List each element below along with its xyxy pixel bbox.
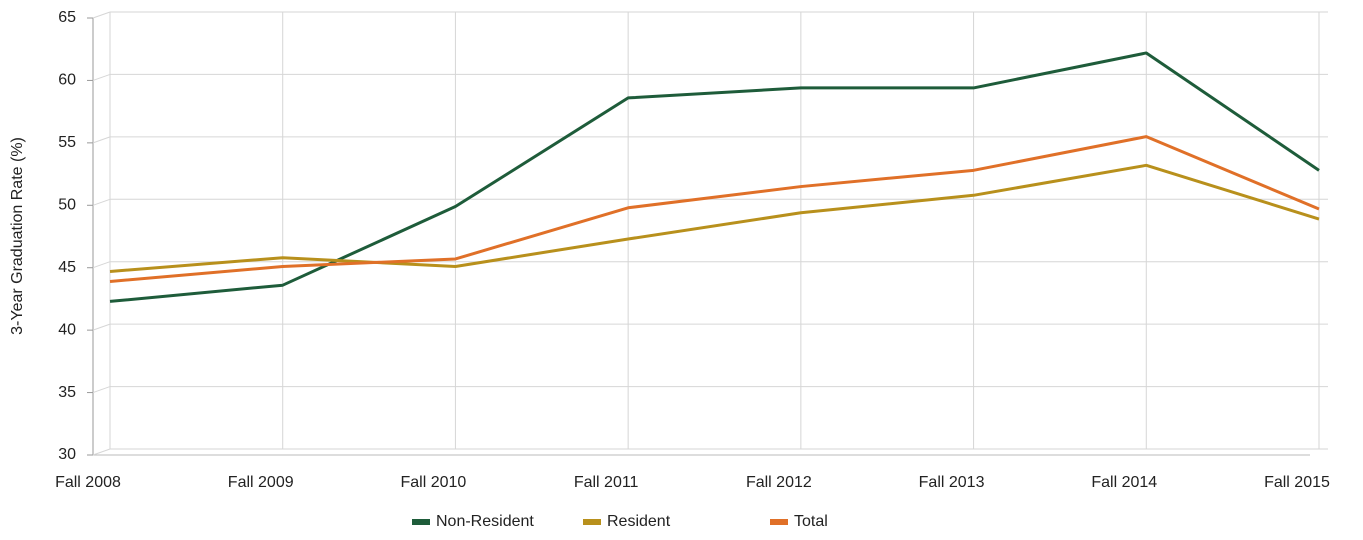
x-tick-label: Fall 2010 xyxy=(401,474,467,491)
x-tick-label: Fall 2011 xyxy=(574,474,639,491)
legend-label: Non-Resident xyxy=(436,513,534,530)
y-tick-label: 40 xyxy=(58,321,76,338)
y-tick-label: 30 xyxy=(58,446,76,463)
x-tick-label: Fall 2009 xyxy=(228,474,294,491)
x-tick-label: Fall 2012 xyxy=(746,474,812,491)
y-tick-label: 50 xyxy=(58,197,76,214)
grid-line xyxy=(92,448,111,456)
y-tick-label: 45 xyxy=(58,259,76,276)
y-axis-label: 3-Year Graduation Rate (%) xyxy=(9,137,26,335)
y-tick-label: 60 xyxy=(58,72,76,89)
grid-line xyxy=(92,386,111,394)
series-line xyxy=(109,51,1320,303)
grid-line xyxy=(92,136,111,144)
legend-label: Resident xyxy=(607,513,671,530)
legend-label: Total xyxy=(794,513,828,530)
x-tick-label: Fall 2013 xyxy=(919,474,985,491)
y-tick-label: 35 xyxy=(58,384,76,401)
x-tick-label: Fall 2015 xyxy=(1264,474,1330,491)
legend-swatch xyxy=(412,519,430,525)
grid-line xyxy=(92,323,111,331)
y-tick-label: 65 xyxy=(58,9,76,26)
x-tick-label: Fall 2014 xyxy=(1091,474,1157,491)
grid-line xyxy=(92,73,111,81)
series-line xyxy=(109,135,1320,283)
grid-line xyxy=(92,198,111,206)
grid-line xyxy=(92,261,111,269)
legend-swatch xyxy=(770,519,788,525)
y-tick-label: 55 xyxy=(58,134,76,151)
series-line xyxy=(109,163,1320,273)
x-tick-label: Fall 2008 xyxy=(55,474,121,491)
legend-swatch xyxy=(583,519,601,525)
grid-line xyxy=(92,11,111,19)
